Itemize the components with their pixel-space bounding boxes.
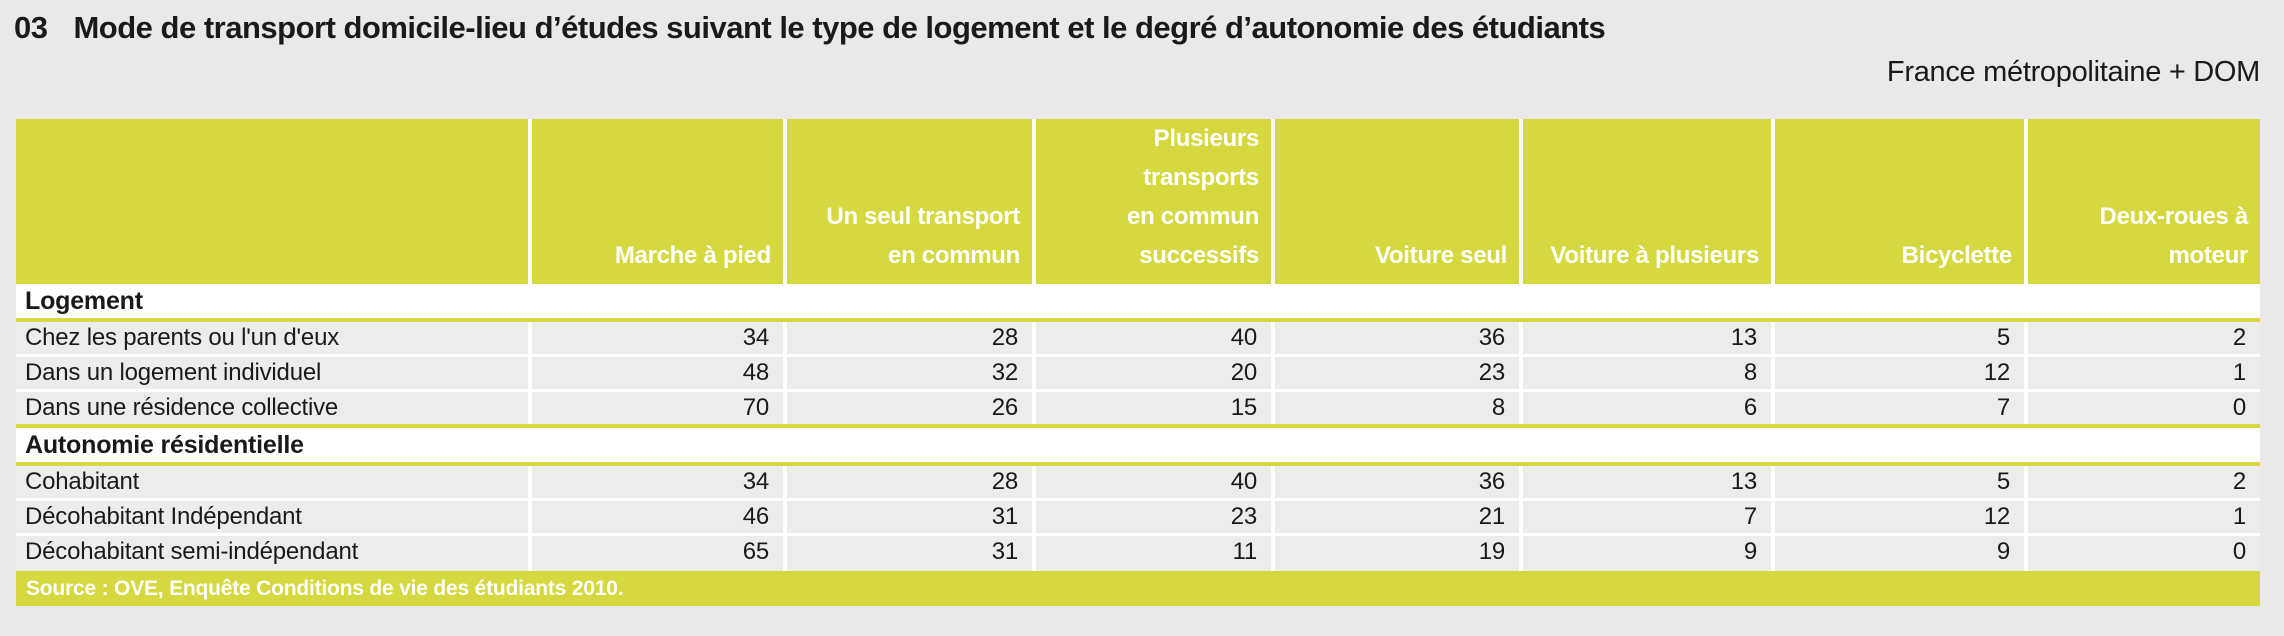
row-label: Décohabitant semi-indépendant xyxy=(16,534,530,570)
value-cell: 31 xyxy=(783,534,1034,570)
region-note: France métropolitaine + DOM xyxy=(1886,56,2260,88)
column-header: Deux-roues à moteur xyxy=(2024,119,2260,284)
value-cell: 6 xyxy=(1519,390,1773,424)
value-cell: 48 xyxy=(528,355,785,392)
value-cell: 0 xyxy=(2024,534,2260,570)
source-row: Source : OVE, Enquête Conditions de vie … xyxy=(16,568,2260,606)
value-cell: 19 xyxy=(1271,534,1521,570)
rule-bar xyxy=(16,424,2260,428)
value-cell: 2 xyxy=(2024,322,2260,357)
table-body: Logement Chez les parents ou l'un d'eux 34… xyxy=(16,284,2260,570)
value-cell: 5 xyxy=(1771,466,2026,501)
value-cell: 12 xyxy=(1771,355,2026,392)
value-cell: 20 xyxy=(1032,355,1273,392)
corner-cell xyxy=(16,119,530,284)
value-cell: 9 xyxy=(1519,534,1773,570)
value-cell: 36 xyxy=(1271,466,1521,501)
data-row: Dans un logement individuel 48 32 20 23 8 12 1 xyxy=(16,355,2260,392)
row-label: Décohabitant Indépendant xyxy=(16,499,530,536)
transport-table: Marche à pied Un seul transport en commun… xyxy=(16,119,2260,606)
value-cell: 28 xyxy=(783,322,1034,357)
rule-bar xyxy=(16,318,2260,322)
value-cell: 15 xyxy=(1032,390,1273,424)
column-header: Bicyclette xyxy=(1771,119,2026,284)
value-cell: 7 xyxy=(1771,390,2026,424)
value-cell: 23 xyxy=(1032,499,1273,536)
column-header: Plusieurs transports en commun successif… xyxy=(1032,119,1273,284)
data-row: Cohabitant 34 28 40 36 13 5 2 xyxy=(16,466,2260,501)
value-cell: 70 xyxy=(528,390,785,424)
row-label: Cohabitant xyxy=(16,466,530,501)
value-cell: 31 xyxy=(783,499,1034,536)
section-row: Autonomie résidentielle xyxy=(16,428,2260,462)
section-rule xyxy=(16,424,2260,428)
value-cell: 8 xyxy=(1271,390,1521,424)
value-cell: 1 xyxy=(2024,499,2260,536)
value-cell: 8 xyxy=(1519,355,1773,392)
section-label: Autonomie résidentielle xyxy=(16,428,2260,462)
document-title-bar: 03 Mode de transport domicile-lieu d’étu… xyxy=(0,0,2284,46)
column-header: Voiture seul xyxy=(1271,119,1521,284)
value-cell: 36 xyxy=(1271,322,1521,357)
value-cell: 40 xyxy=(1032,322,1273,357)
value-cell: 46 xyxy=(528,499,785,536)
data-row: Chez les parents ou l'un d'eux 34 28 40 36 13… xyxy=(16,322,2260,357)
column-header: Marche à pied xyxy=(528,119,785,284)
value-cell: 13 xyxy=(1519,322,1773,357)
value-cell: 1 xyxy=(2024,355,2260,392)
row-label: Dans une résidence collective xyxy=(16,390,530,424)
page-title: Mode de transport domicile-lieu d’études… xyxy=(73,10,1606,45)
value-cell: 34 xyxy=(528,466,785,501)
row-label: Dans un logement individuel xyxy=(16,355,530,392)
value-cell: 23 xyxy=(1271,355,1521,392)
section-label: Logement xyxy=(16,284,2260,318)
section-row: Logement xyxy=(16,284,2260,318)
source-note: Source : OVE, Enquête Conditions de vie … xyxy=(16,568,2260,606)
row-label: Chez les parents ou l'un d'eux xyxy=(16,322,530,357)
value-cell: 7 xyxy=(1519,499,1773,536)
column-header: Un seul transport en commun xyxy=(783,119,1034,284)
value-cell: 34 xyxy=(528,322,785,357)
title-number: 03 xyxy=(14,10,48,45)
column-header: Voiture à plusieurs xyxy=(1519,119,1773,284)
section-rule xyxy=(16,462,2260,466)
value-cell: 12 xyxy=(1771,499,2026,536)
value-cell: 32 xyxy=(783,355,1034,392)
value-cell: 26 xyxy=(783,390,1034,424)
value-cell: 21 xyxy=(1271,499,1521,536)
value-cell: 28 xyxy=(783,466,1034,501)
data-row: Décohabitant Indépendant 46 31 23 21 7 12 1 xyxy=(16,499,2260,536)
value-cell: 5 xyxy=(1771,322,2026,357)
value-cell: 0 xyxy=(2024,390,2260,424)
rule-bar xyxy=(16,462,2260,466)
value-cell: 11 xyxy=(1032,534,1273,570)
table-header-row: Marche à pied Un seul transport en commun… xyxy=(16,119,2260,284)
value-cell: 65 xyxy=(528,534,785,570)
section-rule xyxy=(16,318,2260,322)
value-cell: 13 xyxy=(1519,466,1773,501)
value-cell: 9 xyxy=(1771,534,2026,570)
data-row: Décohabitant semi-indépendant 65 31 11 19 9 9 0 xyxy=(16,534,2260,570)
value-cell: 2 xyxy=(2024,466,2260,501)
value-cell: 40 xyxy=(1032,466,1273,501)
data-row: Dans une résidence collective 70 26 15 8 6 7 0 xyxy=(16,390,2260,424)
